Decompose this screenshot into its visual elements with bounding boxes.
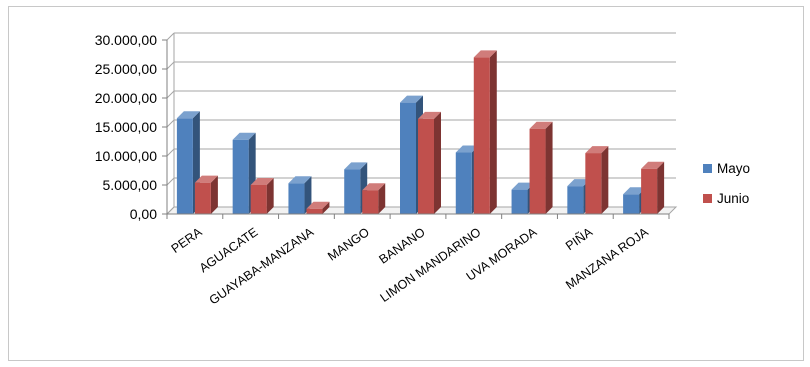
bar-top: [194, 175, 218, 183]
y-tick-label: 30.000,00: [95, 32, 157, 48]
bar-top: [529, 121, 553, 129]
bar-top: [473, 50, 497, 58]
y-tick-label: 15.000,00: [95, 119, 157, 135]
bar-top: [585, 146, 609, 154]
bar-junio: [250, 178, 274, 214]
bar-top: [362, 183, 386, 191]
x-category-label: GUAYABA-MANZANA: [207, 225, 317, 308]
bar-junio: [418, 111, 441, 214]
bar-side: [489, 50, 497, 215]
y-tick-label: 10.000,00: [95, 148, 157, 164]
bar-side: [657, 161, 665, 214]
bar-top: [511, 182, 535, 190]
gridline-side: [166, 206, 175, 215]
bar-side: [545, 121, 553, 214]
gridline-side: [166, 148, 175, 157]
bar-top: [641, 161, 665, 169]
bar-top: [400, 95, 423, 103]
bar-front: [250, 185, 267, 214]
bar-junio: [306, 201, 330, 214]
x-category-label: LIMON MANDARINO: [378, 225, 484, 305]
bar-front: [194, 182, 211, 214]
y-tick-label: 25.000,00: [95, 61, 157, 77]
bar-front: [623, 194, 640, 214]
bar-side: [378, 183, 386, 214]
bar-front: [288, 183, 305, 214]
bar-front: [473, 57, 490, 215]
legend-label: Junio: [717, 191, 749, 206]
bar-junio: [473, 50, 497, 215]
x-category-label: PIÑA: [563, 225, 595, 254]
bar-top: [567, 179, 591, 187]
x-category-label: PERA: [169, 225, 205, 256]
bar-front: [344, 169, 361, 214]
bar-front: [641, 168, 658, 214]
y-axis-tick-labels: 0,00 5.000,00 10.000,00 15.000,00 20.000,00 2…: [95, 32, 158, 222]
gridline-side: [166, 177, 175, 186]
legend-swatch: [703, 194, 712, 203]
y-tick-label: 5.000,00: [103, 177, 158, 193]
bar-top: [306, 201, 330, 209]
x-category-label: BANANO: [376, 225, 427, 267]
axes: [162, 39, 670, 219]
gridline-side: [166, 61, 175, 70]
legend: Mayo Junio: [703, 161, 750, 206]
bar-top: [418, 111, 441, 119]
bar-top: [455, 145, 479, 153]
bar-side: [304, 176, 312, 214]
bar-top: [288, 176, 312, 184]
legend-entry-mayo: Mayo: [703, 161, 750, 176]
bar-side: [266, 178, 274, 214]
bar-front: [232, 139, 249, 214]
bar-side: [601, 146, 609, 214]
bar-side: [434, 111, 441, 214]
bar-front: [306, 208, 323, 214]
gridline-side: [166, 32, 175, 41]
bar-top: [232, 132, 256, 140]
bar-chart: 0,00 5.000,00 10.000,00 15.000,00 20.000,00 2…: [95, 32, 750, 308]
bar-mayo: [176, 111, 200, 214]
bar-front: [585, 153, 602, 214]
bar-mayo: [232, 132, 256, 214]
legend-swatch: [703, 164, 712, 173]
bar-top: [250, 178, 274, 185]
bar-mayo: [288, 176, 312, 214]
gridline-side: [166, 90, 175, 99]
bar-front: [400, 102, 416, 214]
gridline-side: [166, 119, 175, 128]
bar-front: [176, 118, 193, 214]
bar-front: [418, 118, 434, 214]
bar-top: [344, 162, 368, 170]
bar-front: [567, 186, 584, 214]
bar-front: [455, 152, 472, 214]
bar-side: [322, 201, 330, 214]
bar-top: [176, 111, 200, 119]
bar-side: [210, 175, 218, 214]
bar-junio: [641, 161, 665, 214]
bar-junio: [194, 175, 218, 214]
bar-junio: [362, 183, 386, 214]
legend-label: Mayo: [717, 161, 750, 176]
bars: [176, 50, 665, 215]
legend-entry-junio: Junio: [703, 191, 749, 206]
bar-mayo: [344, 162, 368, 214]
bar-junio: [529, 121, 553, 214]
x-category-label: MANGO: [325, 225, 372, 264]
y-tick-label: 0,00: [130, 206, 157, 222]
bar-front: [511, 189, 528, 214]
bar-top: [623, 187, 647, 195]
bar-junio: [585, 146, 609, 214]
chart-frame: 0,00 5.000,00 10.000,00 15.000,00 20.000,00 2…: [8, 6, 804, 361]
bar-front: [529, 128, 546, 214]
bar-front: [362, 190, 379, 214]
y-tick-label: 20.000,00: [95, 90, 157, 106]
